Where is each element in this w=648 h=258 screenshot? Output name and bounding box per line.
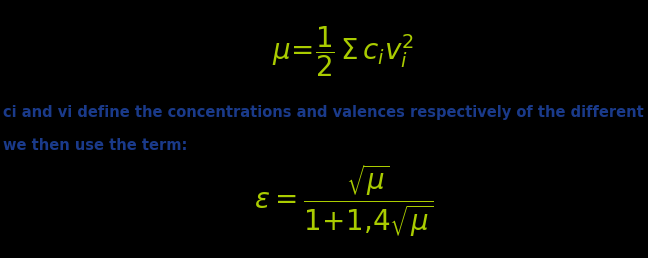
Text: $\mu\!=\!\dfrac{1}{2}\,\Sigma\, c_i v_i^2$: $\mu\!=\!\dfrac{1}{2}\,\Sigma\, c_i v_i^… (272, 24, 415, 79)
Text: we then use the term:: we then use the term: (3, 138, 187, 153)
Text: ci and vi define the concentrations and valences respectively of the different i: ci and vi define the concentrations and … (3, 105, 648, 120)
Text: $\varepsilon = \dfrac{\sqrt{\mu}}{1\!+\!1{,}4\sqrt{\mu}}$: $\varepsilon = \dfrac{\sqrt{\mu}}{1\!+\!… (254, 163, 433, 239)
